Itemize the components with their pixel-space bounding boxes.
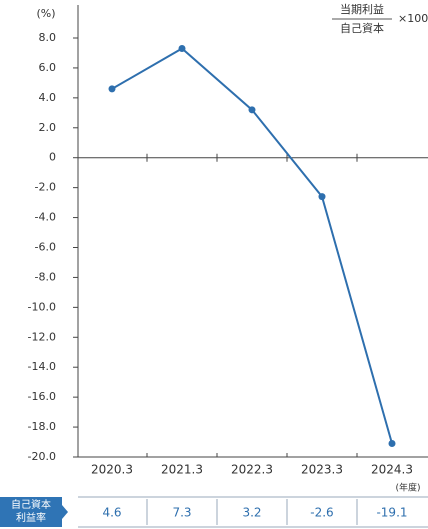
y-tick-label: -14.0 [28, 360, 56, 373]
formula-numerator: 当期利益 [340, 2, 384, 16]
row-pointer [62, 505, 68, 519]
table-value: 4.6 [102, 506, 121, 520]
formula-multiplier: ×100 [398, 12, 428, 25]
y-tick-label: -12.0 [28, 330, 56, 343]
y-tick-label: -20.0 [28, 450, 56, 463]
y-tick-label: 2.0 [39, 121, 57, 134]
y-tick-label: 8.0 [39, 31, 57, 44]
data-point [248, 106, 256, 114]
y-tick-label: 4.0 [39, 91, 57, 104]
formula-denominator: 自己資本 [340, 21, 384, 35]
y-tick-label: -10.0 [28, 300, 56, 313]
x-tick-label: 2024.3 [371, 463, 413, 477]
y-tick-label: 6.0 [39, 61, 57, 74]
x-tick-label: 2020.3 [91, 463, 133, 477]
x-tick-label: 2023.3 [301, 463, 343, 477]
y-tick-label: -2.0 [35, 181, 56, 194]
unit-label: (%) [36, 7, 55, 20]
data-point [388, 440, 396, 448]
y-tick-label: -18.0 [28, 420, 56, 433]
y-tick-label: -4.0 [35, 211, 56, 224]
data-point [178, 44, 186, 52]
data-point [318, 193, 326, 201]
x-unit-label: (年度) [395, 482, 420, 494]
x-tick-label: 2021.3 [161, 463, 203, 477]
x-tick-label: 2022.3 [231, 463, 273, 477]
y-tick-label: -8.0 [35, 270, 56, 283]
row-label: 自己資本 利益率 [0, 497, 62, 527]
y-tick-label: -6.0 [35, 241, 56, 254]
table-value: -2.6 [310, 506, 333, 520]
data-point [108, 85, 116, 93]
table-value: 3.2 [242, 506, 261, 520]
table-value: -19.1 [376, 506, 407, 520]
table-value: 7.3 [172, 506, 191, 520]
y-tick-label: 0 [49, 151, 56, 164]
y-tick-label: -16.0 [28, 390, 56, 403]
